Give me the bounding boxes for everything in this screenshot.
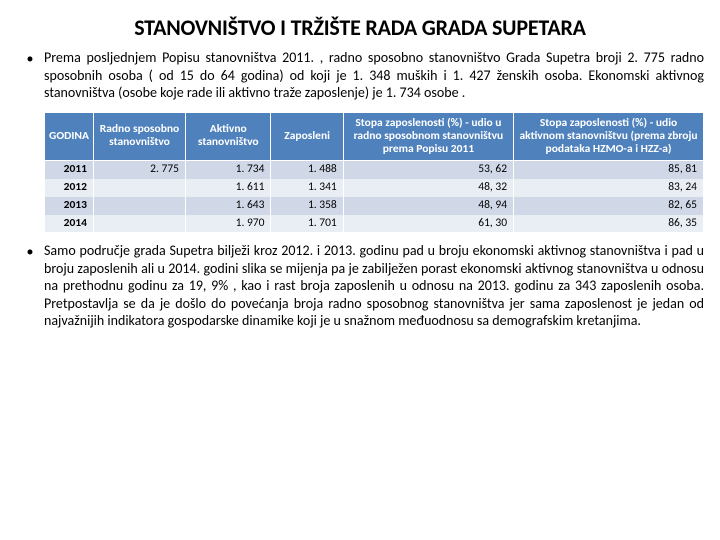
cell-akt: 1. 734 [185, 161, 270, 179]
table-row: 2014 1. 970 1. 701 61, 30 86, 35 [45, 215, 704, 233]
bullet-marker: • [16, 242, 44, 330]
cell-s1: 48, 32 [343, 179, 513, 197]
cell-s1: 53, 62 [343, 161, 513, 179]
paragraph-2: Samo područje grada Supetra bilježi kroz… [44, 242, 704, 330]
bullet-2: • Samo područje grada Supetra bilježi kr… [16, 242, 704, 330]
th-stopa-1: Stopa zaposlenosti (%) - udio u radno sp… [343, 112, 513, 161]
bullet-1: • Prema posljednjem Popisu stanovništva … [16, 49, 704, 102]
cell-radno [93, 215, 185, 233]
cell-zap: 1. 358 [271, 197, 343, 215]
cell-year: 2012 [45, 179, 94, 197]
cell-year: 2011 [45, 161, 94, 179]
cell-year: 2013 [45, 197, 94, 215]
cell-s2: 85, 81 [514, 161, 704, 179]
cell-year: 2014 [45, 215, 94, 233]
cell-akt: 1. 611 [185, 179, 270, 197]
table-row: 2012 1. 611 1. 341 48, 32 83, 24 [45, 179, 704, 197]
cell-s1: 61, 30 [343, 215, 513, 233]
table-row: 2011 2. 775 1. 734 1. 488 53, 62 85, 81 [45, 161, 704, 179]
th-zaposleni: Zaposleni [271, 112, 343, 161]
cell-akt: 1. 970 [185, 215, 270, 233]
cell-akt: 1. 643 [185, 197, 270, 215]
population-table: GODINA Radno sposobno stanovništvo Aktiv… [44, 112, 704, 233]
cell-radno: 2. 775 [93, 161, 185, 179]
data-table-wrap: GODINA Radno sposobno stanovništvo Aktiv… [44, 112, 704, 233]
cell-radno [93, 179, 185, 197]
th-godina: GODINA [45, 112, 94, 161]
cell-s2: 83, 24 [514, 179, 704, 197]
cell-zap: 1. 341 [271, 179, 343, 197]
th-aktivno: Aktivno stanovništvo [185, 112, 270, 161]
th-radno: Radno sposobno stanovništvo [93, 112, 185, 161]
th-stopa-2: Stopa zaposlenosti (%) - udio aktivnom s… [514, 112, 704, 161]
table-row: 2013 1. 643 1. 358 48, 94 82, 65 [45, 197, 704, 215]
bullet-marker: • [16, 49, 44, 102]
table-header-row: GODINA Radno sposobno stanovništvo Aktiv… [45, 112, 704, 161]
page-title: STANOVNIŠTVO I TRŽIŠTE RADA GRADA SUPETA… [16, 14, 704, 41]
paragraph-1: Prema posljednjem Popisu stanovništva 20… [44, 49, 704, 102]
cell-s1: 48, 94 [343, 197, 513, 215]
cell-zap: 1. 488 [271, 161, 343, 179]
cell-s2: 82, 65 [514, 197, 704, 215]
cell-zap: 1. 701 [271, 215, 343, 233]
cell-s2: 86, 35 [514, 215, 704, 233]
cell-radno [93, 197, 185, 215]
